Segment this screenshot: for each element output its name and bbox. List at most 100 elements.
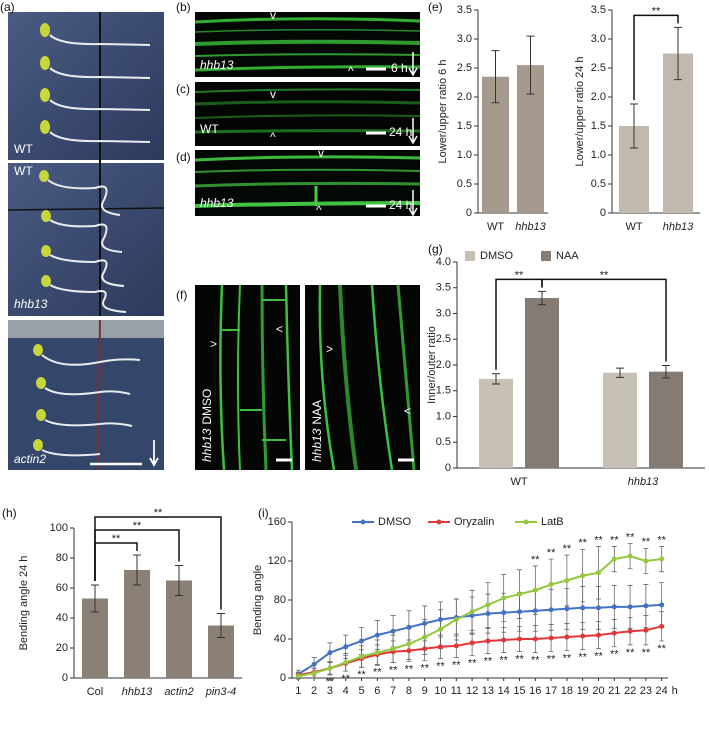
y-tick-label: 0.5 <box>436 436 451 448</box>
x-tick-label: 5 <box>358 685 364 697</box>
caption-treatment: DMSO <box>200 389 214 425</box>
photo-d: v ^ hhb13 24 h <box>194 146 421 217</box>
panel-label: (i) <box>258 506 269 520</box>
legend-label: NAA <box>556 250 579 262</box>
marker <box>580 633 586 639</box>
y-tick-label: 20 <box>56 642 68 654</box>
significance-label: ** <box>326 676 335 688</box>
marker <box>406 641 412 647</box>
marker <box>595 632 601 638</box>
marker <box>485 611 491 617</box>
x-tick-label: 18 <box>561 685 573 697</box>
photo-label: WT <box>14 164 33 178</box>
x-tick-label: hhb13 <box>663 221 694 233</box>
time-label: 6 h <box>391 61 408 75</box>
y-tick-label: 0 <box>466 207 472 219</box>
marker: > <box>326 342 333 356</box>
marker <box>343 659 349 665</box>
y-tick-label: 2.5 <box>436 333 451 345</box>
significance-label: ** <box>626 531 635 543</box>
photo-label: WT <box>14 142 33 156</box>
marker <box>469 640 475 646</box>
y-tick-label: 3.0 <box>591 33 606 45</box>
significance-label: ** <box>600 269 609 281</box>
marker <box>659 556 665 562</box>
legend-marker <box>436 519 442 525</box>
marker: v <box>318 146 324 160</box>
marker <box>532 608 538 614</box>
significance-label: ** <box>594 534 603 546</box>
legend-label: Oryzalin <box>454 516 494 528</box>
marker <box>374 650 380 656</box>
error-bar <box>630 103 638 149</box>
y-tick-label: 0 <box>600 207 606 219</box>
marker <box>580 573 586 579</box>
marker <box>516 609 522 615</box>
series-line <box>298 625 662 677</box>
marker <box>501 595 507 601</box>
x-tick-label: 3 <box>327 685 333 697</box>
bar <box>525 298 559 468</box>
marker <box>438 617 444 622</box>
marker <box>343 644 349 650</box>
marker <box>359 654 365 660</box>
panel-label: (c) <box>176 82 190 96</box>
marker <box>327 650 333 656</box>
marker <box>422 620 428 626</box>
caption-treatment: NAA <box>310 400 324 425</box>
significance-label: ** <box>626 647 635 659</box>
photo-f: > < > < hhb13 DMSO hhb13 NAA <box>195 284 420 471</box>
marker <box>627 604 633 610</box>
significance-label: ** <box>452 659 461 671</box>
y-tick-label: 1.5 <box>591 120 606 132</box>
marker <box>627 553 633 559</box>
marker: < <box>404 404 411 418</box>
marker <box>643 627 649 633</box>
x-tick-label: 16 <box>529 685 541 697</box>
marker <box>611 604 617 610</box>
significance-label: ** <box>610 649 619 661</box>
marker <box>564 606 570 612</box>
panel-label: (d) <box>176 150 191 164</box>
y-tick-label: 60 <box>56 582 68 594</box>
y-tick-label: 120 <box>268 555 286 567</box>
marker <box>659 623 665 629</box>
marker <box>453 643 459 649</box>
significance-label: ** <box>436 660 445 672</box>
significance-label: ** <box>594 651 603 663</box>
significance-label: ** <box>499 655 508 667</box>
error-bar <box>91 584 99 613</box>
x-tick-label: 20 <box>592 685 604 697</box>
x-tick-label: 4 <box>343 685 349 697</box>
significance-label: ** <box>563 653 572 665</box>
marker <box>327 665 333 671</box>
significance-label: ** <box>133 520 142 532</box>
panel-label: (h) <box>2 506 17 520</box>
x-tick-label: 10 <box>434 685 446 697</box>
y-tick-label: 0 <box>445 462 451 474</box>
marker <box>548 635 554 641</box>
error-bar <box>674 26 682 81</box>
x-tick-label: WT <box>487 221 504 233</box>
error-bar <box>217 613 225 638</box>
significance-bracket <box>633 14 679 100</box>
marker <box>532 636 538 642</box>
x-tick-label: actin2 <box>164 686 193 698</box>
significance-label: ** <box>420 662 429 674</box>
significance-label: ** <box>642 536 651 548</box>
significance-label: ** <box>389 664 398 676</box>
photo-label: hhb13 <box>14 297 48 311</box>
marker <box>422 646 428 652</box>
x-tick-label: 9 <box>422 685 428 697</box>
y-tick-label: 0 <box>62 672 68 684</box>
marker <box>311 661 317 667</box>
marker <box>501 637 507 643</box>
x-tick-label: 13 <box>482 685 494 697</box>
y-tick-label: 2.0 <box>591 91 606 103</box>
panel-label: (f) <box>176 288 187 302</box>
marker <box>485 602 491 608</box>
y-tick-label: 1.5 <box>457 120 472 132</box>
legend-label: DMSO <box>480 250 513 262</box>
error-bar <box>538 290 546 306</box>
